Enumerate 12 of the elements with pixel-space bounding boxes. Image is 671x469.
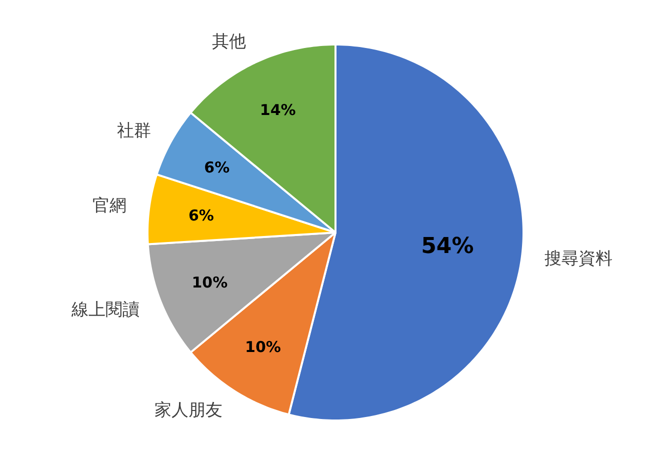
slice-label: 線上閱讀 xyxy=(70,300,140,320)
data-label: 10% xyxy=(245,338,281,356)
slice-label: 其他 xyxy=(212,32,246,52)
data-label: 54% xyxy=(421,234,474,260)
data-label: 6% xyxy=(188,206,214,225)
slice-label: 搜尋資料 xyxy=(544,248,612,269)
slice-label: 官網 xyxy=(92,196,127,216)
data-label: 6% xyxy=(204,158,230,176)
data-label: 14% xyxy=(260,101,296,120)
data-label: 10% xyxy=(192,273,228,292)
slice-label: 家人朋友 xyxy=(154,400,223,420)
slice-label: 社群 xyxy=(116,121,151,142)
